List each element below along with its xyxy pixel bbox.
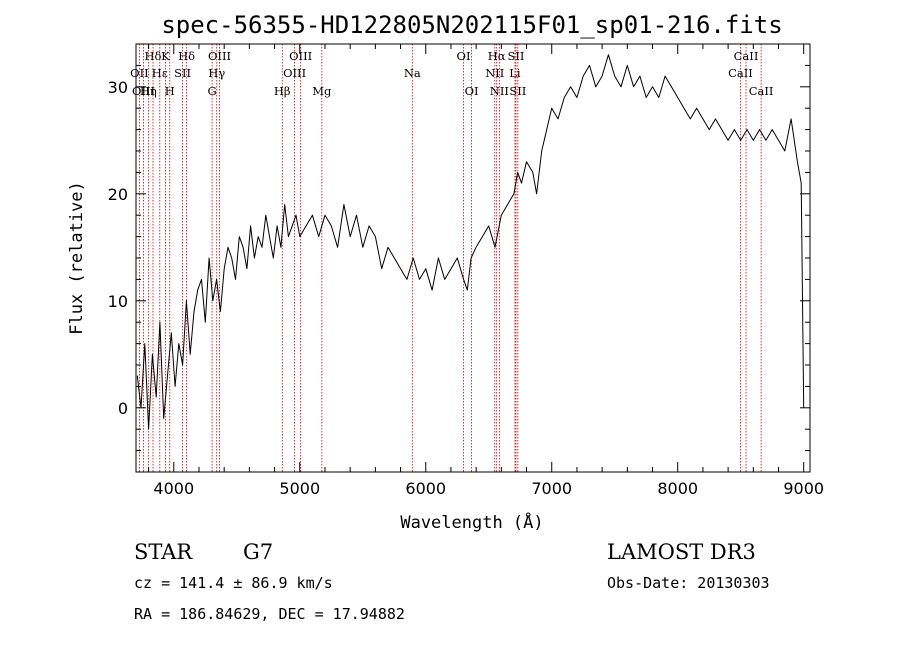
line-label-12: OIII [289, 49, 312, 63]
line-label-15: Mg [312, 84, 332, 98]
line-label-25: CaII [734, 49, 759, 63]
line-label-21: NII [485, 66, 504, 80]
line-label-9: OIII [208, 49, 231, 63]
line-label-1: OII [130, 66, 149, 80]
spectrum-trace [136, 54, 805, 430]
x-tick-label: 8000 [657, 479, 698, 498]
line-label-10: Hγ [208, 66, 225, 80]
x-tick-label: 4000 [153, 479, 194, 498]
line-label-24: SII [509, 84, 526, 98]
line-label-16: Na [404, 66, 421, 80]
x-tick-label: 7000 [531, 479, 572, 498]
survey-name: LAMOST DR3 [607, 540, 756, 564]
object-subclass: G7 [243, 540, 273, 564]
x-tick-label: 5000 [279, 479, 320, 498]
line-label-14: Hβ [274, 84, 291, 98]
x-tick-label: 9000 [783, 479, 824, 498]
object-class: STAR [134, 540, 193, 564]
line-label-20: SII [507, 49, 524, 63]
line-label-7: SII [174, 66, 191, 80]
spectral-line-markers [139, 44, 762, 472]
line-label-5: K [161, 49, 170, 63]
y-axis-label: Flux (relative) [67, 181, 87, 335]
line-label-11: G [207, 84, 216, 98]
line-label-19: Hα [488, 49, 506, 63]
redshift-velocity: cz = 141.4 ± 86.9 km/s [134, 574, 333, 592]
line-label-23: NII [490, 84, 509, 98]
line-label-26: CaII [728, 66, 753, 80]
x-tick-label: 6000 [405, 479, 446, 498]
y-tick-label: 10 [108, 292, 128, 311]
y-axis-ticks: 0 10 20 30 [108, 43, 810, 473]
line-label-27: CaII [749, 84, 774, 98]
x-axis-label: Wavelength (Å) [400, 511, 543, 533]
line-label-17: OI [457, 49, 471, 63]
chart-title: spec-56355-HD122805N202115F01_sp01-216.f… [161, 11, 782, 39]
line-label-0: Hδ [145, 49, 162, 63]
line-label-4: Hη [140, 84, 157, 98]
line-label-2: OIII [132, 84, 155, 98]
line-label-22: Li [509, 66, 521, 80]
y-tick-label: 0 [118, 399, 128, 418]
line-label-6: H [165, 84, 175, 98]
sky-coordinates: RA = 186.84629, DEC = 17.94882 [134, 605, 405, 623]
x-axis-ticks: 4000 5000 6000 7000 8000 9000 [148, 44, 824, 498]
observation-date: Obs-Date: 20130303 [607, 574, 770, 592]
spectral-line-labels: Hδ OII OIII Hε Hη K H SII Hδ OIII Hγ G OIII OIII Hβ Mg N… [130, 49, 773, 98]
spectrum-series [136, 54, 805, 430]
y-tick-label: 20 [108, 185, 128, 204]
y-tick-label: 30 [108, 78, 128, 97]
line-label-13: OIII [283, 66, 306, 80]
line-label-3: Hε [152, 66, 168, 80]
line-label-8: Hδ [178, 49, 195, 63]
line-label-18: OI [465, 84, 479, 98]
